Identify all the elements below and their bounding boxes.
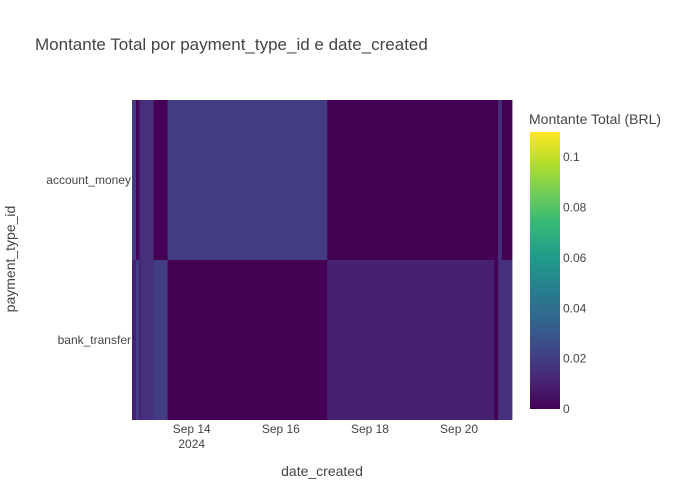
heatmap-cell <box>498 260 503 420</box>
heatmap-cell <box>132 100 137 260</box>
heatmap-cell <box>501 260 513 420</box>
y-axis: account_money bank_transfer <box>46 173 131 347</box>
heatmap-cell <box>167 100 328 260</box>
heatmap-cell <box>136 260 140 420</box>
heatmap-cells <box>132 100 513 420</box>
heatmap-cell <box>132 260 137 420</box>
colorbar-tick-label: 0.04 <box>563 301 587 315</box>
heatmap-cell <box>138 260 142 420</box>
x-axis-title: date_created <box>281 463 363 479</box>
x-tick-label: Sep 14 <box>173 422 211 436</box>
x-tick-sublabel: 2024 <box>178 437 205 451</box>
heatmap-cell <box>498 100 503 260</box>
heatmap-cell <box>140 100 155 260</box>
colorbar-tick-label: 0.08 <box>563 201 587 215</box>
x-tick-label: Sep 16 <box>262 422 300 436</box>
heatmap-cell <box>136 100 140 260</box>
y-tick-label: bank_transfer <box>58 333 131 347</box>
heatmap-cell <box>153 100 168 260</box>
colorbar-ticks: 0 0.02 0.04 0.06 0.08 0.1 <box>563 150 587 416</box>
chart-title: Montante Total por payment_type_id e dat… <box>35 35 428 54</box>
heatmap-cell <box>327 100 495 260</box>
x-tick-label: Sep 18 <box>351 422 389 436</box>
colorbar: Montante Total (BRL) 0 0.02 0.04 0.06 0.08 0.… <box>529 111 661 416</box>
colorbar-title: Montante Total (BRL) <box>529 111 661 127</box>
y-tick-label: account_money <box>46 173 131 187</box>
colorbar-tick-label: 0 <box>563 402 570 416</box>
heatmap-cell <box>501 100 513 260</box>
heatmap-cell <box>167 260 328 420</box>
colorbar-gradient <box>530 132 560 409</box>
colorbar-tick-label: 0.06 <box>563 251 587 265</box>
heatmap-cell <box>494 100 499 260</box>
heatmap-cell <box>494 260 499 420</box>
heatmap-cell <box>327 260 495 420</box>
heatmap-cell <box>153 260 168 420</box>
colorbar-tick-label: 0.1 <box>563 150 580 164</box>
y-axis-title: payment_type_id <box>2 206 18 313</box>
colorbar-tick-label: 0.02 <box>563 352 587 366</box>
x-tick-label: Sep 20 <box>440 422 478 436</box>
heatmap-cell <box>138 100 142 260</box>
heatmap-cell <box>140 260 155 420</box>
